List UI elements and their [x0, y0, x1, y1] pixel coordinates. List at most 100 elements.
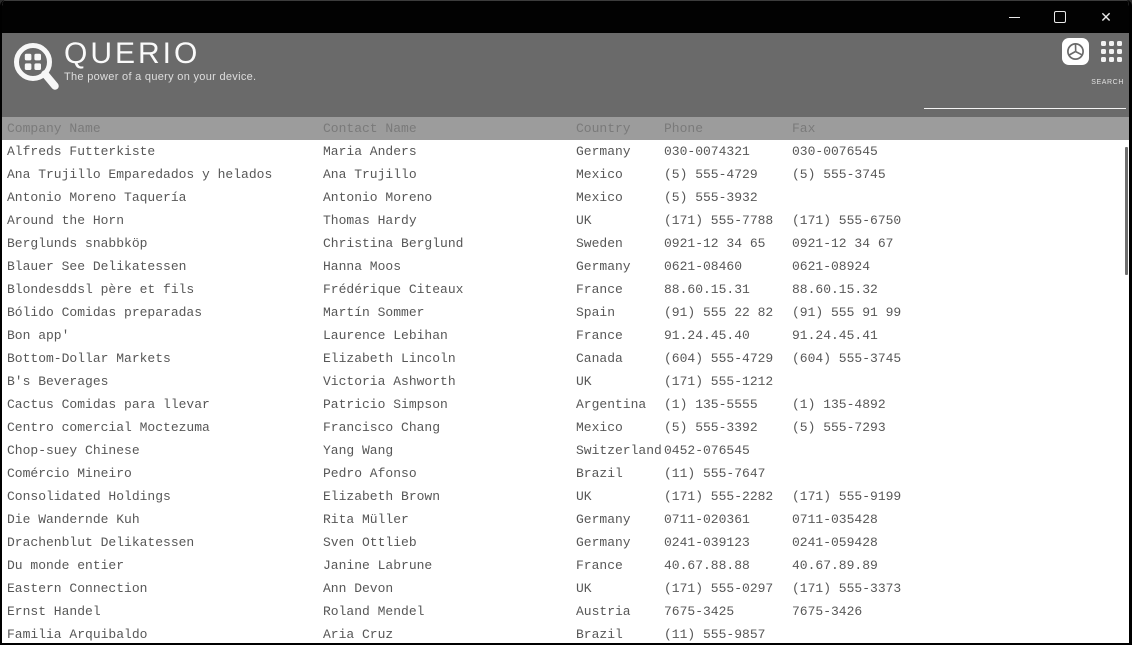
cell-country: Germany	[576, 512, 631, 527]
vertical-scrollbar-thumb[interactable]	[1125, 147, 1128, 275]
table-row[interactable]: Centro comercial Moctezuma Francisco Chan…	[2, 416, 1129, 439]
cell-company-name: Du monde entier	[7, 558, 125, 573]
cell-country: France	[576, 328, 623, 343]
cell-fax: 0241-059428	[792, 535, 878, 550]
table-row[interactable]: Bottom-Dollar Markets Elizabeth Lincoln Ca…	[2, 347, 1129, 370]
close-button[interactable]: ✕	[1083, 1, 1129, 33]
table-row[interactable]: Ana Trujillo Emparedados y helados Ana Tr…	[2, 163, 1129, 186]
table-row[interactable]: Die Wandernde Kuh Rita Müller Germany 0711-…	[2, 508, 1129, 531]
cell-country: Switzerland	[576, 443, 662, 458]
table-row[interactable]: Familia Arquibaldo Aria Cruz Brazil (11) 55…	[2, 623, 1129, 643]
cell-phone: (604) 555-4729	[664, 351, 774, 366]
table-row[interactable]: Comércio Mineiro Pedro Afonso Brazil (11) 5…	[2, 462, 1129, 485]
app-header: QUERIO The power of a query on your devi…	[2, 33, 1129, 117]
cell-contact-name: Sven Ottlieb	[323, 535, 417, 550]
cell-fax: (171) 555-9199	[792, 489, 902, 504]
apps-grid-button[interactable]	[1101, 41, 1122, 62]
app-tagline: The power of a query on your device.	[64, 71, 257, 83]
cell-fax: 0711-035428	[792, 512, 878, 527]
cell-contact-name: Ann Devon	[323, 581, 394, 596]
table-row[interactable]: B's Beverages Victoria Ashworth UK (171) 55…	[2, 370, 1129, 393]
table-row[interactable]: Berglunds snabbköp Christina Berglund Swed…	[2, 232, 1129, 255]
cell-country: Sweden	[576, 236, 623, 251]
column-header-contact-name[interactable]: Contact Name	[323, 121, 417, 136]
cell-company-name: Cactus Comidas para llevar	[7, 397, 210, 412]
cell-country: Brazil	[576, 466, 623, 481]
cell-phone: (171) 555-2282	[664, 489, 774, 504]
app-title: QUERIO	[64, 37, 201, 70]
search-area: SEARCH	[924, 79, 1126, 109]
cell-country: UK	[576, 489, 592, 504]
cell-fax	[792, 439, 1129, 462]
maximize-button[interactable]	[1037, 1, 1083, 33]
cell-contact-name: Roland Mendel	[323, 604, 425, 619]
table-row[interactable]: Blauer See Delikatessen Hanna Moos Germany…	[2, 255, 1129, 278]
cell-company-name: Bon app'	[7, 328, 70, 343]
cell-company-name: Blauer See Delikatessen	[7, 259, 187, 274]
cell-company-name: Bottom-Dollar Markets	[7, 351, 171, 366]
cell-country: UK	[576, 581, 592, 596]
cell-contact-name: Francisco Chang	[323, 420, 441, 435]
cell-company-name: Ana Trujillo Emparedados y helados	[7, 167, 273, 182]
customers-table: Company Name Contact Name Country Phone …	[2, 117, 1129, 643]
settings-button[interactable]	[1062, 38, 1089, 65]
cell-phone: (5) 555-3932	[664, 190, 758, 205]
maximize-icon	[1054, 11, 1066, 23]
column-header-phone[interactable]: Phone	[664, 121, 704, 136]
cell-phone: 88.60.15.31	[664, 282, 750, 297]
cell-country: Germany	[576, 144, 631, 159]
table-row[interactable]: Drachenblut Delikatessen Sven Ottlieb Germ…	[2, 531, 1129, 554]
table-row[interactable]: Du monde entier Janine Labrune France 40.67…	[2, 554, 1129, 577]
cell-country: Argentina	[576, 397, 647, 412]
cell-phone: 030-0074321	[664, 144, 750, 159]
cell-company-name: Eastern Connection	[7, 581, 148, 596]
cell-contact-name: Elizabeth Lincoln	[323, 351, 456, 366]
cell-phone: (5) 555-4729	[664, 167, 758, 182]
cell-fax	[792, 370, 1129, 393]
cell-country: UK	[576, 374, 592, 389]
table-row[interactable]: Cactus Comidas para llevar Patricio Simps…	[2, 393, 1129, 416]
cell-fax: (171) 555-6750	[792, 213, 902, 228]
table-row[interactable]: Around the Horn Thomas Hardy UK (171) 555-7…	[2, 209, 1129, 232]
table-row[interactable]: Alfreds Futterkiste Maria Anders Germany 03…	[2, 140, 1129, 163]
column-header-country[interactable]: Country	[576, 121, 631, 136]
cell-country: Germany	[576, 535, 631, 550]
cell-contact-name: Antonio Moreno	[323, 190, 433, 205]
column-header-fax[interactable]: Fax	[792, 121, 816, 136]
table-row[interactable]: Ernst Handel Roland Mendel Austria 7675-342…	[2, 600, 1129, 623]
search-input[interactable]	[924, 87, 1126, 109]
table-row[interactable]: Chop-suey Chinese Yang Wang Switzerland 045…	[2, 439, 1129, 462]
cell-country: Austria	[576, 604, 631, 619]
settings-icon	[1067, 43, 1084, 60]
cell-contact-name: Victoria Ashworth	[323, 374, 456, 389]
cell-phone: (171) 555-7788	[664, 213, 774, 228]
cell-company-name: Chop-suey Chinese	[7, 443, 140, 458]
cell-fax: (1) 135-4892	[792, 397, 886, 412]
minimize-icon	[1008, 16, 1020, 18]
cell-company-name: B's Beverages	[7, 374, 109, 389]
minimize-button[interactable]	[991, 1, 1037, 33]
table-row[interactable]: Bon app' Laurence Lebihan France 91.24.45.4…	[2, 324, 1129, 347]
cell-fax: 0921-12 34 67	[792, 236, 894, 251]
column-header-company-name[interactable]: Company Name	[7, 121, 101, 136]
cell-fax	[792, 623, 1129, 643]
cell-company-name: Drachenblut Delikatessen	[7, 535, 195, 550]
cell-country: Mexico	[576, 420, 623, 435]
cell-company-name: Berglunds snabbköp	[7, 236, 148, 251]
cell-fax: 88.60.15.32	[792, 282, 878, 297]
apps-grid-icon	[1101, 41, 1106, 46]
cell-country: Spain	[576, 305, 616, 320]
cell-fax: 40.67.89.89	[792, 558, 878, 573]
table-row[interactable]: Consolidated Holdings Elizabeth Brown UK (1…	[2, 485, 1129, 508]
table-row[interactable]: Bólido Comidas preparadas Martín Sommer Sp…	[2, 301, 1129, 324]
cell-company-name: Familia Arquibaldo	[7, 627, 148, 642]
cell-fax: (171) 555-3373	[792, 581, 902, 596]
table-header-row: Company Name Contact Name Country Phone …	[2, 117, 1129, 140]
cell-contact-name: Yang Wang	[323, 443, 394, 458]
table-row[interactable]: Blondesddsl père et fils Frédérique Citea…	[2, 278, 1129, 301]
table-row[interactable]: Eastern Connection Ann Devon UK (171) 555-0…	[2, 577, 1129, 600]
table-row[interactable]: Antonio Moreno Taquería Antonio Moreno Mex…	[2, 186, 1129, 209]
cell-company-name: Consolidated Holdings	[7, 489, 171, 504]
cell-contact-name: Ana Trujillo	[323, 167, 417, 182]
